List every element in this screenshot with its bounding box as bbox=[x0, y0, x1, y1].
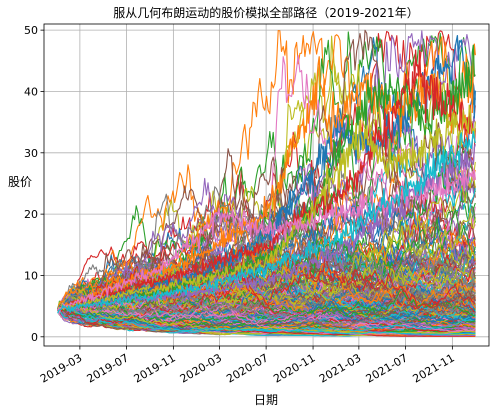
price-path bbox=[57, 302, 476, 335]
y-tick-label: 30 bbox=[24, 147, 38, 160]
y-tick-label: 50 bbox=[24, 24, 38, 37]
y-tick-label: 20 bbox=[24, 208, 38, 221]
price-path bbox=[57, 292, 476, 325]
highlight-price-path bbox=[57, 168, 476, 314]
price-path bbox=[57, 303, 476, 332]
highlight-price-path bbox=[57, 43, 476, 312]
y-axis-label: 股价 bbox=[8, 175, 32, 189]
highlight-price-path bbox=[57, 104, 476, 311]
x-axis-label: 日期 bbox=[254, 393, 278, 407]
price-path bbox=[57, 289, 476, 327]
y-tick-label: 0 bbox=[31, 331, 38, 344]
price-path bbox=[57, 306, 476, 336]
price-paths bbox=[57, 29, 476, 338]
highlight-price-path bbox=[57, 130, 476, 314]
price-path bbox=[57, 256, 476, 325]
price-path bbox=[57, 263, 476, 327]
price-path bbox=[57, 251, 476, 318]
price-path bbox=[57, 283, 476, 333]
y-tick-label: 40 bbox=[24, 85, 38, 98]
highlight-price-path bbox=[57, 49, 476, 312]
y-tick-label: 10 bbox=[24, 269, 38, 282]
price-path bbox=[57, 304, 476, 324]
price-path bbox=[57, 307, 476, 333]
chart-title: 服从几何布朗运动的股价模拟全部路径（2019-2021年） bbox=[113, 5, 418, 20]
